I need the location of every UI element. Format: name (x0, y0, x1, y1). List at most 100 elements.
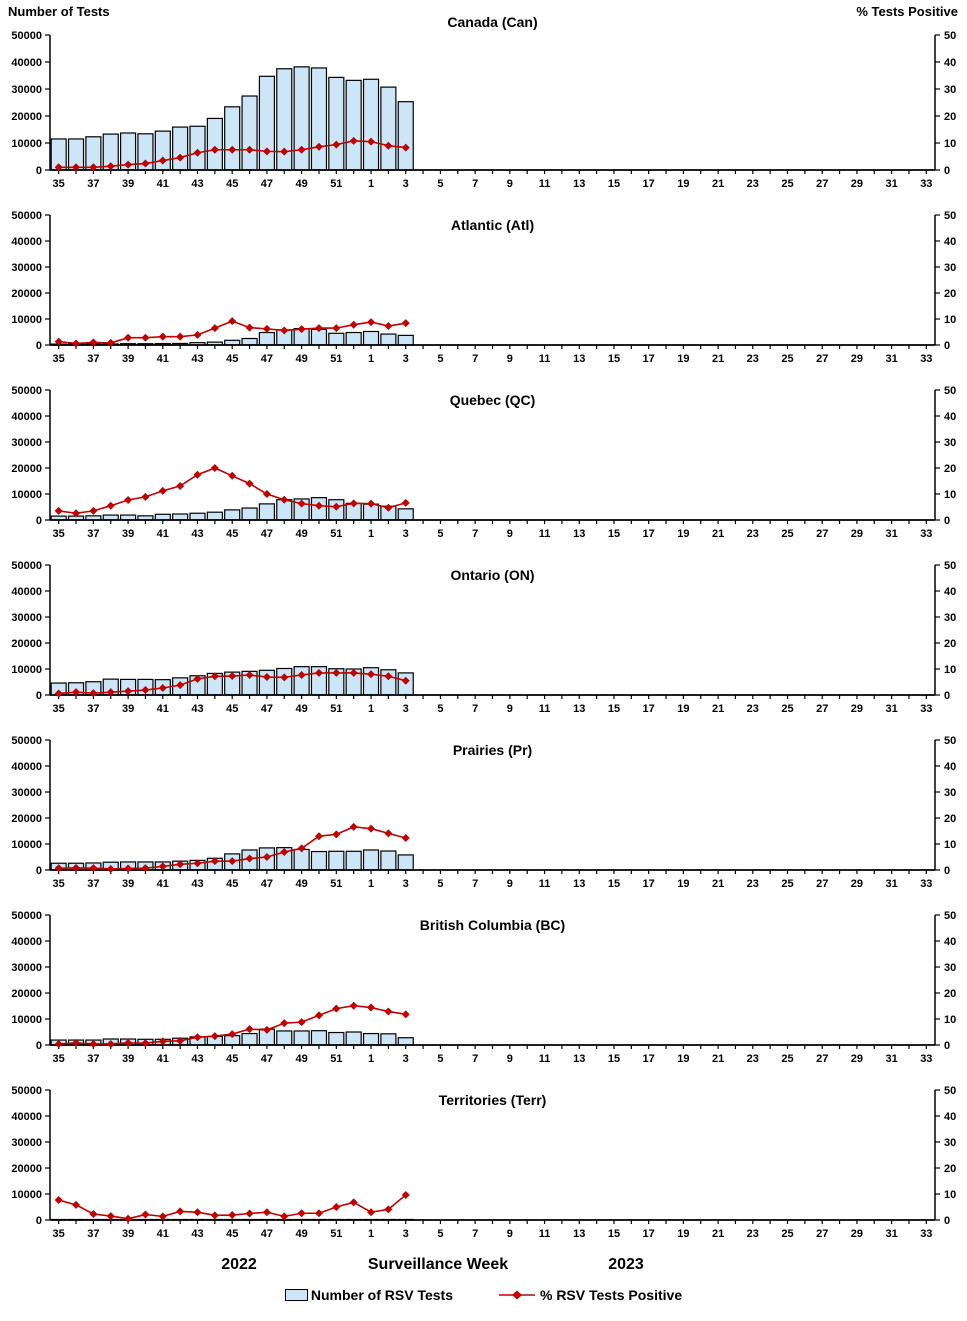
x-tick-label: 51 (330, 178, 342, 190)
x-tick-label: 11 (539, 353, 551, 365)
x-tick-label: 29 (851, 703, 863, 715)
y-tick-label-right: 10 (944, 314, 956, 326)
x-tick-label: 17 (643, 1053, 655, 1065)
chart-panel-atlantic: Atlantic (Atl) 0 10000 20000 30000 40000 50000… (11, 210, 956, 365)
x-tick-label: 39 (122, 1053, 134, 1065)
pct-positive-marker (72, 339, 81, 348)
y-tick-label-right: 20 (944, 288, 956, 300)
y-tick-label-left: 0 (36, 515, 42, 527)
x-tick-label: 17 (643, 703, 655, 715)
y-tick-label-left: 40000 (11, 936, 42, 948)
x-tick-label: 3 (403, 878, 409, 890)
pct-positive-marker (245, 1209, 254, 1218)
pct-positive-marker (280, 1212, 289, 1221)
pct-positive-marker (54, 506, 63, 515)
x-tick-label: 7 (472, 703, 478, 715)
x-tick-label: 37 (87, 703, 99, 715)
pct-positive-marker (245, 854, 254, 863)
pct-positive-marker (210, 145, 219, 154)
x-tick-label: 41 (157, 1228, 169, 1240)
tests-bar (345, 850, 362, 871)
pct-positive-marker (314, 832, 323, 841)
x-tick-label: 5 (437, 178, 443, 190)
y-tick-label-right: 20 (944, 111, 956, 123)
y-tick-label-left: 10000 (11, 138, 42, 150)
tests-bar (258, 503, 276, 521)
panel-title: Atlantic (Atl) (451, 217, 534, 233)
tests-bar (397, 1037, 414, 1046)
tests-bar (258, 331, 276, 346)
x-tick-label: 7 (472, 878, 478, 890)
pct-positive-marker (89, 1210, 98, 1219)
y-tick-label-right: 40 (944, 236, 956, 248)
x-tick-label: 13 (573, 1053, 585, 1065)
x-tick-label: 21 (712, 878, 724, 890)
pct-positive-marker (349, 1198, 358, 1207)
x-tick-label: 51 (330, 878, 342, 890)
x-tick-label: 13 (573, 178, 585, 190)
x-tick-label: 45 (226, 878, 238, 890)
y-tick-label-left: 0 (36, 340, 42, 352)
x-tick-label: 19 (677, 878, 689, 890)
pct-positive-marker (349, 668, 358, 677)
y-tick-label-right: 10 (944, 138, 956, 150)
x-tick-label: 45 (226, 353, 238, 365)
pct-positive-marker (124, 864, 133, 873)
pct-positive-marker (332, 140, 341, 149)
tests-bar (345, 331, 362, 346)
x-tick-label: 5 (437, 703, 443, 715)
y-tick-label-left: 50000 (11, 735, 42, 747)
pct-positive-marker (314, 1011, 323, 1020)
x-tick-label: 39 (122, 1228, 134, 1240)
left-axis-title: Number of Tests (8, 4, 110, 19)
y-tick-label-right: 30 (944, 437, 956, 449)
pct-positive-marker (314, 1209, 323, 1218)
x-tick-label: 1 (368, 528, 374, 540)
x-tick-label: 25 (781, 178, 793, 190)
x-tick-label: 29 (851, 1228, 863, 1240)
x-tick-label: 3 (403, 353, 409, 365)
pct-positive-marker (367, 1208, 376, 1217)
x-tick-label: 45 (226, 1053, 238, 1065)
pct-positive-marker (314, 501, 323, 510)
x-tick-label: 37 (87, 178, 99, 190)
x-tick-label: 11 (539, 1053, 551, 1065)
x-tick-label: 33 (920, 878, 932, 890)
y-tick-label-right: 30 (944, 612, 956, 624)
pct-positive-marker (158, 1037, 167, 1046)
pct-positive-marker (401, 1191, 410, 1200)
pct-positive-marker (280, 673, 289, 682)
y-tick-label-left: 20000 (11, 813, 42, 825)
pct-positive-marker (384, 503, 393, 512)
y-tick-label-left: 20000 (11, 1163, 42, 1175)
pct-positive-marker (297, 1018, 306, 1027)
x-tick-label: 17 (643, 878, 655, 890)
x-tick-label: 27 (816, 1228, 828, 1240)
y-tick-label-right: 50 (944, 560, 956, 572)
x-tick-label: 19 (677, 353, 689, 365)
x-tick-label: 27 (816, 528, 828, 540)
y-tick-label-right: 40 (944, 411, 956, 423)
pct-positive-marker (332, 502, 341, 511)
x-tick-label: 43 (191, 353, 203, 365)
y-tick-label-right: 30 (944, 262, 956, 274)
pct-positive-marker (228, 672, 237, 681)
pct-positive-marker (54, 337, 63, 346)
panel-title: British Columbia (BC) (420, 917, 565, 933)
tests-bar (397, 508, 414, 521)
pct-positive-marker (158, 332, 167, 341)
pct-positive-marker (401, 834, 410, 843)
legend-item-number-of-tests: Number of RSV Tests (284, 1287, 453, 1303)
y-tick-label-left: 40000 (11, 761, 42, 773)
tests-bar (362, 1032, 380, 1046)
tests-bar (380, 1033, 397, 1046)
pct-positive-marker (297, 670, 306, 679)
pct-positive-marker (367, 670, 376, 679)
x-tick-label: 1 (368, 353, 374, 365)
pct-positive-marker (54, 1195, 63, 1204)
y-tick-label-right: 40 (944, 936, 956, 948)
pct-positive-marker (124, 1038, 133, 1047)
y-tick-label-left: 40000 (11, 586, 42, 598)
pct-positive-marker (280, 147, 289, 156)
line-swatch-icon (498, 1290, 535, 1300)
